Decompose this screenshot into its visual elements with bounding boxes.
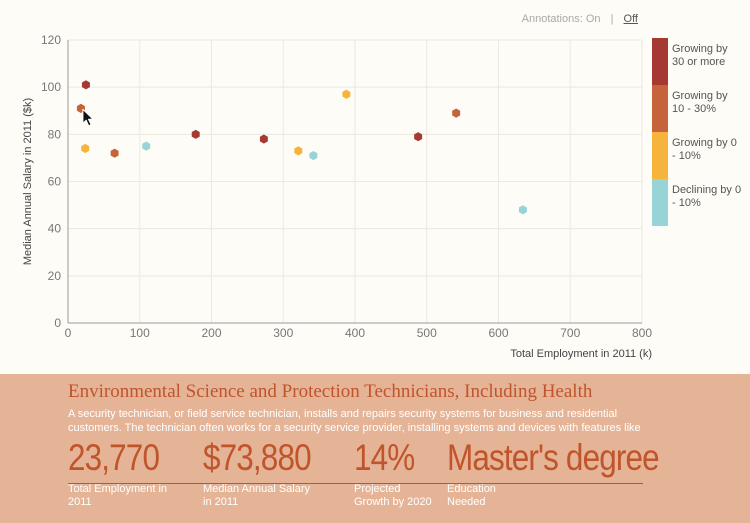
x-tick-label: 0 xyxy=(65,326,72,340)
annotations-separator: | xyxy=(610,13,614,25)
y-tick-label: 80 xyxy=(48,127,62,141)
legend-swatch xyxy=(652,85,668,132)
data-point[interactable] xyxy=(452,108,461,118)
stats-divider xyxy=(68,483,643,484)
stat-label: Education Needed xyxy=(447,483,496,508)
data-point[interactable] xyxy=(259,134,268,144)
data-point[interactable] xyxy=(309,150,318,161)
legend-item[interactable]: Growing by 0 - 10% xyxy=(652,132,750,179)
mouse-cursor-icon xyxy=(82,108,94,127)
y-axis-label: Median Annual Salary in 2011 ($k) xyxy=(22,98,34,265)
annotations-toggle: Annotations: On | Off xyxy=(522,13,638,25)
legend-item[interactable]: Declining by 0 - 10% xyxy=(652,179,750,226)
y-tick-label: 120 xyxy=(41,33,61,47)
data-point[interactable] xyxy=(294,146,303,156)
x-tick-label: 800 xyxy=(632,326,652,340)
legend-swatch xyxy=(652,38,668,85)
y-tick-label: 100 xyxy=(41,80,61,94)
data-point[interactable] xyxy=(142,141,151,151)
detail-panel: Environmental Science and Protection Tec… xyxy=(0,374,750,523)
occupation-title: Environmental Science and Protection Tec… xyxy=(68,381,593,402)
stat-value: 14% xyxy=(354,437,415,478)
stat-median-salary: $73,880 Median Annual Salary in 2011 xyxy=(203,437,330,509)
legend-swatch xyxy=(652,132,668,179)
data-point[interactable] xyxy=(518,205,527,215)
x-axis-label: Total Employment in 2011 (k) xyxy=(510,348,652,360)
legend: Growing by 30 or more Growing by 10 - 30… xyxy=(652,38,750,226)
y-tick-label: 60 xyxy=(48,175,62,189)
data-point[interactable] xyxy=(342,89,351,99)
stat-label: Total Employment in 2011 xyxy=(68,483,168,508)
stat-label: Median Annual Salary in 2011 xyxy=(203,483,311,508)
annotations-off-button[interactable]: Off xyxy=(623,13,638,25)
y-tick-label: 0 xyxy=(54,316,61,330)
x-tick-label: 400 xyxy=(345,326,365,340)
legend-item[interactable]: Growing by 10 - 30% xyxy=(652,85,750,132)
x-tick-label: 700 xyxy=(560,326,580,340)
data-point[interactable] xyxy=(81,143,90,154)
legend-label: Growing by 0 - 10% xyxy=(672,137,737,162)
data-point[interactable] xyxy=(191,129,200,139)
stat-value: 23,770 xyxy=(68,437,160,478)
x-tick-label: 300 xyxy=(273,326,293,340)
stat-value: Master's degree xyxy=(447,437,660,478)
data-point[interactable] xyxy=(414,132,423,142)
y-tick-label: 20 xyxy=(48,269,62,283)
stat-projected-growth: 14% Projected Growth by 2020 xyxy=(354,437,434,509)
annotations-on-button[interactable]: On xyxy=(585,13,601,25)
legend-label: Growing by 10 - 30% xyxy=(672,90,728,115)
legend-label: Declining by 0 - 10% xyxy=(672,184,742,209)
annotations-label: Annotations: xyxy=(521,13,583,25)
stat-education: Master's degree Education Needed xyxy=(447,437,696,509)
legend-label: Growing by 30 or more xyxy=(672,43,728,68)
occupation-description: A security technician, or field service … xyxy=(68,408,641,434)
stat-total-employment: 23,770 Total Employment in 2011 xyxy=(68,437,178,509)
legend-item[interactable]: Growing by 30 or more xyxy=(652,38,750,85)
x-tick-label: 200 xyxy=(201,326,221,340)
data-point[interactable] xyxy=(81,80,90,90)
legend-swatch xyxy=(652,179,668,226)
x-tick-label: 500 xyxy=(417,326,437,340)
stat-value: $73,880 xyxy=(203,437,312,478)
y-tick-label: 40 xyxy=(48,222,62,236)
x-tick-label: 600 xyxy=(488,326,508,340)
x-tick-label: 100 xyxy=(130,326,150,340)
stat-label: Projected Growth by 2020 xyxy=(354,483,432,508)
data-point[interactable] xyxy=(110,148,119,158)
scatter-chart: 0 20 40 60 80 100 120 0 100 200 300 400 500 600 700 800… xyxy=(22,33,652,360)
